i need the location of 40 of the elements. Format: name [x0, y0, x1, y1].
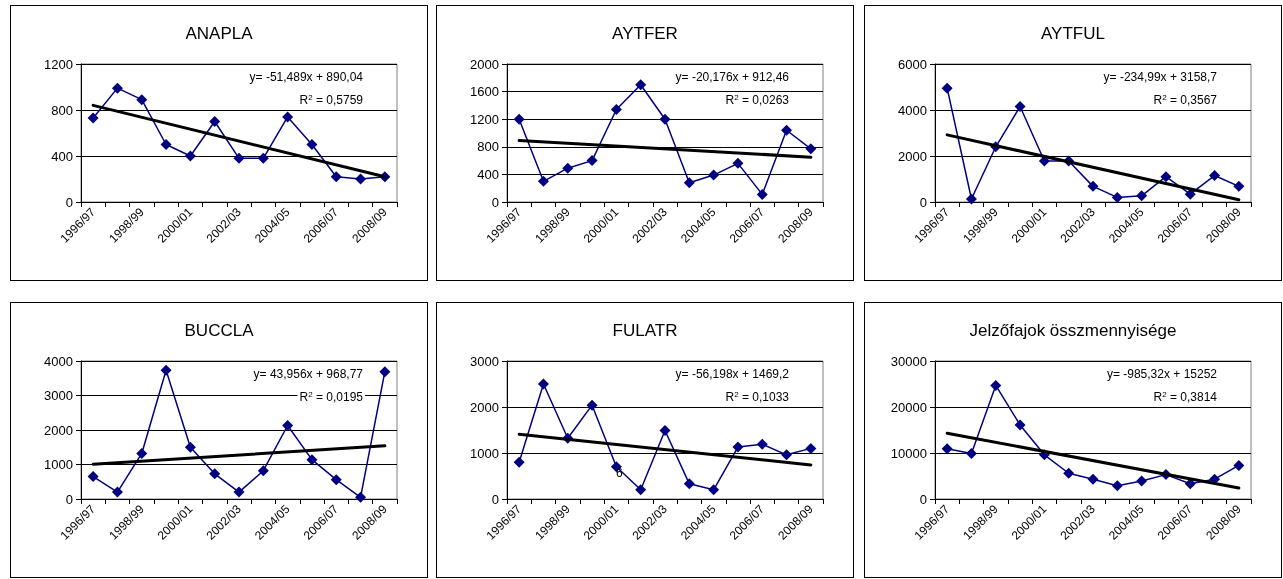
y-tick-label: 4000 — [898, 102, 927, 118]
y-tick-label: 2000 — [470, 56, 499, 72]
annotation: 6 — [615, 466, 623, 481]
y-tick-label: 6000 — [898, 56, 927, 72]
annotation: y= -51,489x + 890,04 — [249, 70, 364, 84]
annotation: y= -20,176x + 912,46 — [675, 70, 790, 84]
y-tick-label: 2000 — [898, 148, 927, 164]
y-tick-label: 0 — [65, 491, 73, 507]
y-tick-label: 0 — [65, 194, 73, 210]
y-tick-label: 1000 — [470, 445, 499, 461]
chart-title: Jelzőfajok összmennyisége — [969, 321, 1177, 340]
y-tick-label: 400 — [51, 148, 73, 164]
y-tick-label: 0 — [919, 491, 927, 507]
y-tick-label: 30000 — [890, 353, 927, 369]
chart-title: ANAPLA — [185, 24, 254, 43]
y-tick-label: 3000 — [44, 388, 73, 403]
y-tick-label: 800 — [51, 102, 73, 118]
y-tick-label: 0 — [491, 491, 499, 507]
y-tick-label: 20000 — [890, 399, 927, 415]
chart-title: AYTFUL — [1041, 24, 1105, 43]
y-tick-label: 10000 — [890, 445, 927, 461]
y-tick-label: 4000 — [44, 353, 73, 369]
y-tick-label: 800 — [477, 139, 499, 155]
y-tick-label: 1000 — [44, 457, 73, 472]
annotation: y= -56,198x + 1469,2 — [675, 367, 790, 381]
y-tick-label: 1200 — [470, 111, 499, 127]
y-tick-label: 1200 — [44, 56, 73, 72]
chart-title: BUCCLA — [184, 321, 255, 340]
y-tick-label: 1600 — [470, 84, 499, 100]
annotation: y= -234,99x + 3158,7 — [1103, 70, 1218, 84]
y-tick-label: 400 — [477, 166, 499, 182]
annotation: y= 43,956x + 968,77 — [253, 367, 364, 381]
y-tick-label: 2000 — [44, 422, 73, 438]
y-tick-label: 2000 — [470, 399, 499, 415]
y-tick-label: 0 — [919, 194, 927, 210]
y-tick-label: 0 — [491, 194, 499, 210]
chart-title: FULATR — [612, 321, 678, 340]
annotation: y= -985,32x + 15252 — [1106, 367, 1218, 381]
y-tick-label: 3000 — [470, 353, 499, 369]
chart-title: AYTFER — [612, 24, 678, 43]
